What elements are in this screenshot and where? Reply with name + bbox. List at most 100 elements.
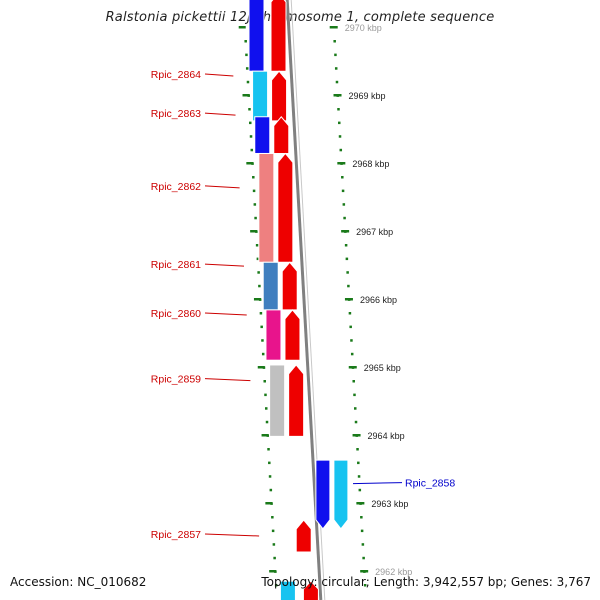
- tick-mark: [362, 556, 365, 560]
- label-leader: [352, 482, 403, 485]
- tick-mark: [335, 80, 339, 84]
- tick-mark: [250, 148, 254, 152]
- tick-mark: [337, 108, 340, 111]
- major-tick: [250, 230, 258, 233]
- backbone-line: [285, 0, 323, 600]
- tick-mark: [356, 448, 359, 451]
- tick-mark: [349, 325, 352, 329]
- tick-mark: [260, 325, 263, 329]
- tick-mark: [253, 203, 257, 206]
- tick-mark: [338, 135, 342, 138]
- gene-box: [269, 364, 286, 437]
- tick-mark: [267, 448, 270, 451]
- tick-mark: [273, 556, 276, 560]
- major-tick: [333, 94, 342, 97]
- left-tick-track: [238, 26, 278, 587]
- tick-mark: [334, 67, 338, 70]
- gene-label: Rpic_2863: [151, 108, 201, 120]
- partial-cds-bottom: [302, 580, 319, 600]
- gene-box: [252, 70, 269, 122]
- kbp-label: 2966 kbp: [360, 295, 397, 305]
- kbp-label: 2964 kbp: [368, 431, 405, 441]
- major-tick: [257, 366, 265, 369]
- kbp-label: 2967 kbp: [356, 227, 393, 237]
- tick-mark: [245, 53, 248, 57]
- major-tick: [265, 502, 273, 505]
- tick-mark: [258, 284, 261, 288]
- tick-mark: [352, 380, 355, 383]
- tick-mark: [348, 312, 352, 315]
- major-tick: [352, 434, 361, 437]
- gene-box: [254, 116, 271, 154]
- tick-mark: [342, 203, 346, 206]
- tick-mark: [272, 543, 276, 546]
- tick-mark: [249, 121, 252, 125]
- tick-mark: [354, 407, 357, 410]
- tick-mark: [353, 393, 356, 397]
- kbp-label: 2970 kbp: [345, 23, 382, 33]
- tick-mark: [265, 420, 269, 424]
- tick-mark: [265, 407, 268, 410]
- tick-mark: [344, 244, 348, 247]
- tick-mark: [269, 488, 273, 492]
- tick-mark: [357, 475, 361, 478]
- gene-label: Rpic_2864: [151, 69, 201, 81]
- major-tick: [337, 162, 346, 165]
- tick-mark: [249, 135, 253, 138]
- tick-mark: [261, 339, 264, 342]
- tick-mark: [245, 67, 249, 70]
- major-tick: [242, 94, 250, 97]
- tick-mark: [350, 339, 353, 342]
- tick-mark: [333, 40, 336, 43]
- gene-label: Rpic_2860: [151, 308, 201, 320]
- gene-box: [265, 309, 282, 361]
- tick-mark: [360, 516, 363, 519]
- cds-arrow: [271, 70, 288, 122]
- tick-mark: [339, 148, 343, 152]
- major-tick: [261, 434, 269, 437]
- label-leader: [204, 533, 260, 537]
- tick-mark: [363, 584, 367, 587]
- tick-mark: [268, 475, 272, 478]
- tick-mark: [254, 216, 257, 220]
- label-leader: [204, 185, 240, 189]
- cds-arrow-right: [333, 459, 349, 530]
- gene-label: Rpic_2862: [151, 181, 201, 193]
- label-leader: [204, 73, 234, 77]
- kbp-label: 2969 kbp: [349, 91, 386, 101]
- kbp-label: 2968 kbp: [352, 159, 389, 169]
- cds-arrow: [273, 115, 290, 154]
- gene-label: Rpic_2861: [151, 259, 201, 271]
- gene-arrow-right: [315, 459, 331, 530]
- partial-gene-top: [248, 0, 265, 72]
- tick-mark: [341, 189, 345, 193]
- tick-mark: [255, 244, 259, 247]
- cds-arrow: [284, 309, 301, 361]
- cds-arrow: [281, 261, 298, 311]
- tick-mark: [346, 271, 349, 274]
- tick-mark: [274, 584, 278, 587]
- tick-mark: [248, 108, 251, 111]
- gene-label: Rpic_2859: [151, 374, 201, 386]
- kbp-label: 2963 kbp: [371, 499, 408, 509]
- tick-mark: [271, 516, 274, 519]
- kbp-label: 2962 kbp: [375, 567, 412, 577]
- gene-label: Rpic_2858: [405, 478, 455, 490]
- kbp-scale: 2970 kbp 2969 kbp 2968 kbp 2967 kbp 2966 kbp…: [345, 23, 413, 577]
- major-tick: [269, 570, 277, 573]
- kbp-label: 2965 kbp: [364, 363, 401, 373]
- tick-mark: [358, 488, 362, 492]
- tick-mark: [264, 393, 267, 397]
- gene-label: Rpic_2857: [151, 529, 201, 541]
- gene-box: [262, 261, 279, 311]
- major-tick: [238, 26, 246, 29]
- partial-gene-bottom: [279, 580, 296, 600]
- tick-mark: [263, 380, 266, 383]
- tick-mark: [257, 271, 260, 274]
- tick-mark: [350, 352, 354, 356]
- major-tick: [253, 298, 261, 301]
- tick-mark: [259, 312, 263, 315]
- partial-cds-top: [270, 0, 287, 72]
- tick-mark: [361, 543, 365, 546]
